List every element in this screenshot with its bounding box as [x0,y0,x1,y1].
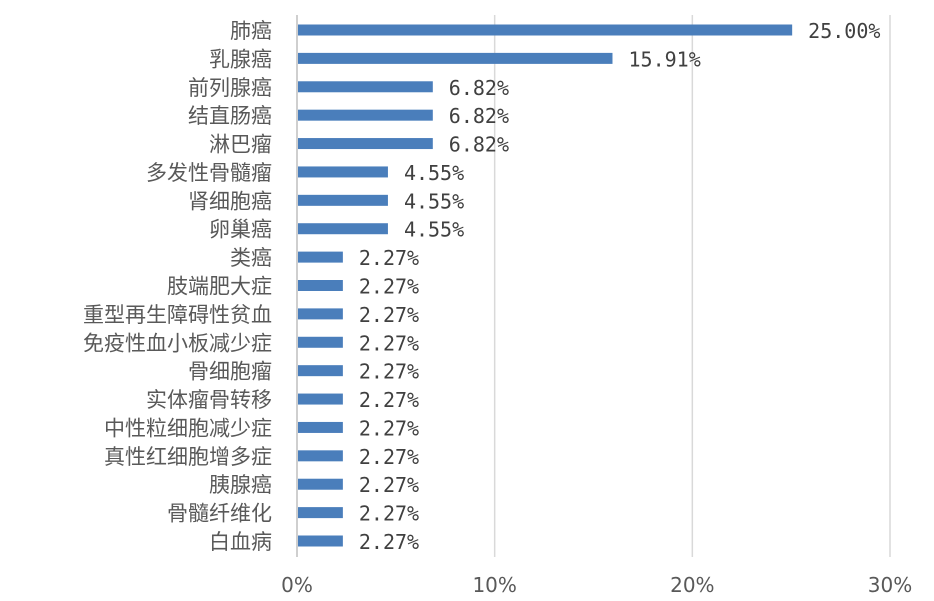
bar [298,280,343,291]
data-label: 2.27% [359,331,419,355]
bar [298,450,343,462]
data-label: 2.27% [359,502,419,526]
data-label: 2.27% [359,473,419,497]
bar [298,336,343,348]
category-label: 重型再生障碍性贫血 [83,303,272,327]
data-label: 2.27% [359,246,419,270]
bar [298,535,343,547]
data-label: 6.82% [449,76,509,100]
data-label: 2.27% [359,303,419,327]
data-label: 2.27% [359,360,419,384]
bar [298,52,613,64]
category-label: 骨髓纤维化 [167,502,272,526]
bar [298,393,343,405]
category-label: 白血病 [209,530,272,554]
data-label: 6.82% [449,104,509,128]
category-label: 淋巴瘤 [209,133,272,157]
data-label: 6.82% [449,133,509,157]
data-label: 2.27% [359,275,419,299]
category-label: 免疫性血小板减少症 [83,331,272,355]
bar [298,365,343,377]
data-label: 2.27% [359,416,419,440]
category-label: 肺癌 [230,19,272,43]
bar [298,138,433,150]
data-label: 15.91% [628,47,700,71]
category-label: 前列腺癌 [188,76,272,100]
data-label: 25.00% [808,19,880,43]
category-label: 胰腺癌 [209,473,272,497]
category-label: 多发性骨髓瘤 [146,161,272,185]
category-label: 卵巢癌 [209,218,272,242]
data-label: 2.27% [359,445,419,469]
bar [298,308,343,320]
category-label: 实体瘤骨转移 [146,388,272,412]
category-label: 类癌 [230,246,272,270]
data-label: 4.55% [404,189,464,213]
bar [298,166,388,178]
category-label: 骨细胞瘤 [188,360,272,384]
x-tick-label: 30% [868,573,912,597]
bar [298,223,388,235]
data-label: 2.27% [359,388,419,412]
bar [298,81,433,93]
category-label: 乳腺癌 [209,47,272,71]
category-label: 肢端肥大症 [167,275,272,299]
x-tick-label: 10% [472,573,516,597]
data-label: 4.55% [404,161,464,185]
bar [298,478,343,490]
bar [298,194,388,206]
category-label: 真性红细胞增多症 [104,445,272,469]
bar [298,109,433,121]
bar [298,421,343,433]
bar [298,507,343,519]
x-tick-label: 0% [281,573,313,597]
x-tick-label: 20% [670,573,714,597]
bar [298,251,343,263]
data-label: 2.27% [359,530,419,554]
category-label: 结直肠癌 [188,104,272,128]
bar [298,24,793,36]
category-label: 肾细胞癌 [188,189,272,213]
data-label: 4.55% [404,218,464,242]
category-label: 中性粒细胞减少症 [104,416,272,440]
